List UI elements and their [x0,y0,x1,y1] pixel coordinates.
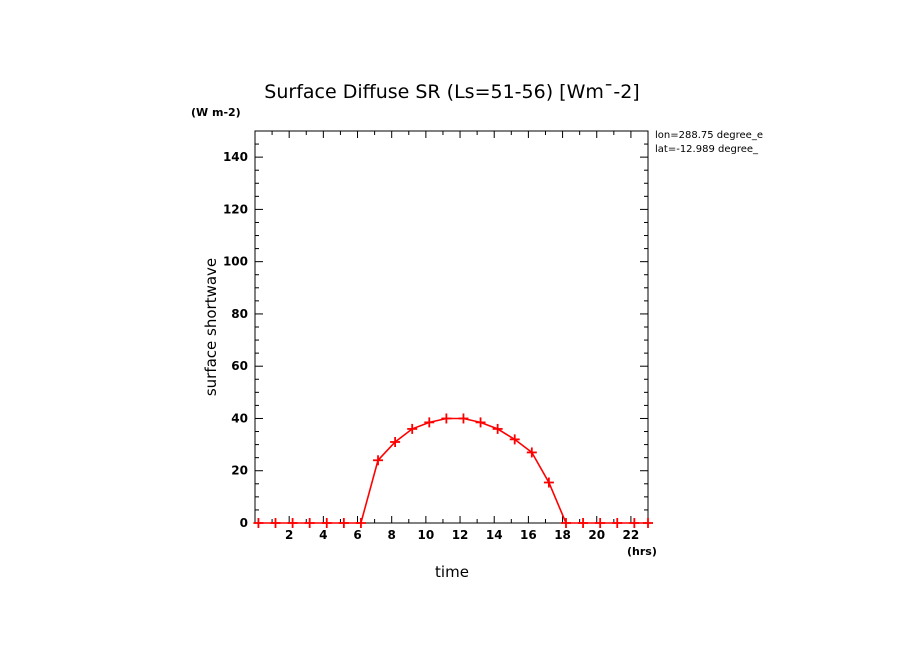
data-point [492,423,503,434]
x-tick-label: 10 [418,528,435,542]
y-tick-label: 60 [231,359,248,373]
y-tick-label: 80 [231,307,248,321]
data-point [458,413,469,424]
data-point [475,417,486,428]
data-point [321,518,332,528]
data-point [643,518,653,528]
data-point [390,436,401,447]
data-point [355,518,366,528]
x-tick-label: 22 [623,528,640,542]
series-line [258,417,648,524]
x-tick-label: 16 [520,528,537,542]
x-tick-label: 2 [285,528,293,542]
longitude-annotation: lon=288.75 degree_e [655,130,763,141]
data-point [578,518,589,528]
data-point [441,413,452,424]
y-tick-label: 0 [240,516,248,530]
data-point [526,447,537,458]
data-point [287,518,298,528]
plot-frame [254,130,649,524]
data-point [509,434,520,445]
x-tick-label: 12 [452,528,469,542]
data-point [595,518,606,528]
y-tick-label: 20 [231,464,248,478]
x-tick-label: 4 [319,528,327,542]
data-point [543,477,554,488]
x-tick-label: 6 [353,528,361,542]
data-point [560,518,571,528]
data-point [424,417,435,428]
data-point [338,518,349,528]
data-point [373,455,384,466]
data-point [612,518,623,528]
plot-area: 2 4 6 8 10 12 14 16 18 20 22 0 20 40 60 80 100 120 140 [223,130,653,542]
y-tick-label: 140 [223,150,248,164]
data-point [270,518,281,528]
latitude-annotation: lat=-12.989 degree_ [655,144,759,155]
data-point [629,518,640,528]
x-tick-label: 8 [388,528,396,542]
data-point [253,518,264,528]
y-unit-label: (W m-2) [191,106,241,119]
y-tick-label: 40 [231,411,248,425]
x-tick-label: 14 [486,528,503,542]
y-tick-label: 120 [223,202,248,216]
x-tick-label: 18 [554,528,571,542]
chart-title: Surface Diffuse SR (Ls=51-56) [Wm¯-2] [264,81,639,103]
y-tick-label: 100 [223,255,248,269]
data-point [407,423,418,434]
x-unit-label: (hrs) [627,545,657,558]
data-point [304,518,315,528]
x-tick-label: 20 [588,528,605,542]
y-axis-label: surface shortwave [202,258,220,396]
x-axis-label: time [435,563,469,581]
